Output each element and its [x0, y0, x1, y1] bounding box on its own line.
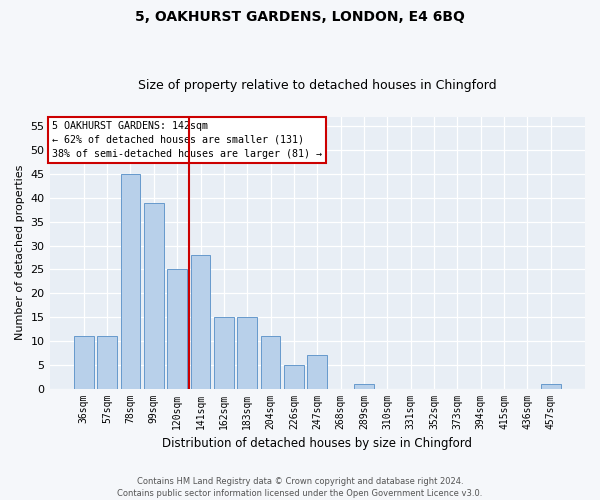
Bar — [284, 364, 304, 388]
Bar — [97, 336, 117, 388]
Bar — [260, 336, 280, 388]
X-axis label: Distribution of detached houses by size in Chingford: Distribution of detached houses by size … — [162, 437, 472, 450]
Bar — [74, 336, 94, 388]
Bar — [354, 384, 374, 388]
Text: 5 OAKHURST GARDENS: 142sqm
← 62% of detached houses are smaller (131)
38% of sem: 5 OAKHURST GARDENS: 142sqm ← 62% of deta… — [52, 121, 322, 159]
Bar — [121, 174, 140, 388]
Bar — [238, 317, 257, 388]
Y-axis label: Number of detached properties: Number of detached properties — [15, 165, 25, 340]
Bar — [191, 255, 211, 388]
Bar — [144, 202, 164, 388]
Text: 5, OAKHURST GARDENS, LONDON, E4 6BQ: 5, OAKHURST GARDENS, LONDON, E4 6BQ — [135, 10, 465, 24]
Bar — [214, 317, 234, 388]
Title: Size of property relative to detached houses in Chingford: Size of property relative to detached ho… — [138, 79, 497, 92]
Bar — [167, 270, 187, 388]
Text: Contains HM Land Registry data © Crown copyright and database right 2024.
Contai: Contains HM Land Registry data © Crown c… — [118, 476, 482, 498]
Bar — [307, 355, 327, 388]
Bar — [541, 384, 560, 388]
